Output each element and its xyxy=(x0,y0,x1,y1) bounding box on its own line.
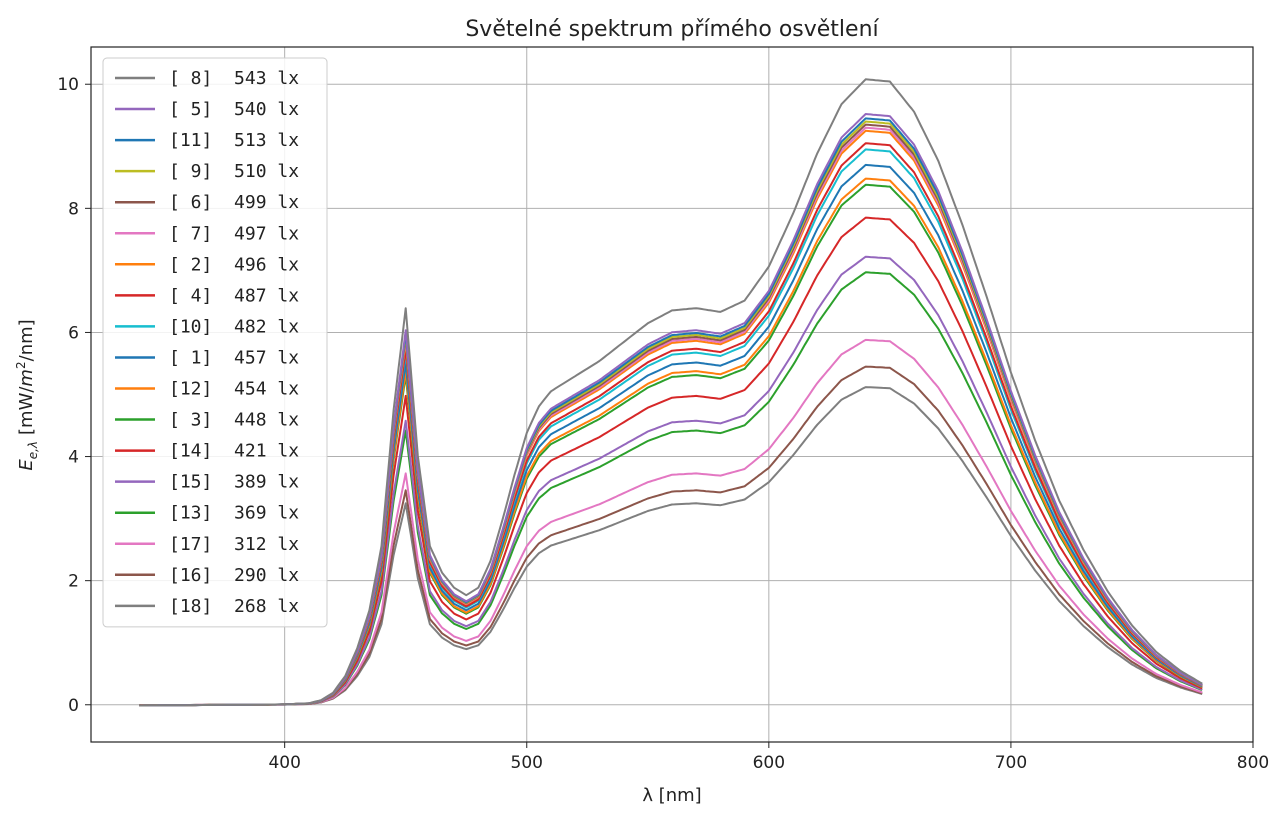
legend-item-label: [17] 312 lx xyxy=(169,534,299,555)
legend-item-label: [ 9] 510 lx xyxy=(169,161,299,182)
y-tick-label: 8 xyxy=(68,199,79,219)
legend-item-label: [12] 454 lx xyxy=(169,379,299,400)
y-axis-label-unit-end: /nm] xyxy=(16,319,37,361)
legend-item-label: [ 6] 499 lx xyxy=(169,192,299,213)
legend-item-label: [13] 369 lx xyxy=(169,503,299,524)
legend-item-label: [ 5] 540 lx xyxy=(169,99,299,120)
y-tick-label: 6 xyxy=(68,323,79,343)
legend-item-label: [ 7] 497 lx xyxy=(169,223,299,244)
legend-item-label: [ 2] 496 lx xyxy=(169,254,299,275)
y-axis-label-unit-start: [mW/ xyxy=(16,386,37,435)
y-axis-label-unit-m: m xyxy=(16,369,37,387)
plot-frame xyxy=(90,46,1254,743)
legend-item-label: [15] 389 lx xyxy=(169,472,299,493)
y-tick-label: 2 xyxy=(68,572,79,592)
x-axis-label: λ [nm] xyxy=(642,785,701,806)
legend: [ 8] 543 lx [ 5] 540 lx [11] 513 lx [ 9] 51… xyxy=(102,57,328,628)
legend-item-label: [11] 513 lx xyxy=(169,130,299,151)
legend-item-label: [18] 268 lx xyxy=(169,596,299,617)
legend-item-label: [10] 482 lx xyxy=(169,316,299,337)
legend-item-label: [ 3] 448 lx xyxy=(169,410,299,431)
chart-title: Světelné spektrum přímého osvětlení xyxy=(465,17,879,42)
y-axis-label-subscript: e,λ xyxy=(26,441,40,459)
series-line xyxy=(139,78,1203,707)
x-tick-label: 600 xyxy=(753,753,785,773)
y-tick-label: 10 xyxy=(57,75,79,95)
x-tick-label: 800 xyxy=(1237,753,1269,773)
y-axis-label-unit-exponent: 2 xyxy=(14,361,28,369)
legend-item-label: [ 1] 457 lx xyxy=(169,347,299,368)
legend-box xyxy=(102,57,328,628)
y-axis-label: Ee,λ [mW/m2/nm] xyxy=(14,319,40,470)
x-tick-label: 700 xyxy=(995,753,1027,773)
x-tick-label: 500 xyxy=(511,753,543,773)
legend-item-label: [ 8] 543 lx xyxy=(169,68,299,89)
legend-item-label: [16] 290 lx xyxy=(169,565,299,586)
axis-ticks: 400 500 600 700 800 0 2 4 6 8 10 xyxy=(57,75,1269,773)
y-tick-label: 0 xyxy=(68,696,79,716)
x-tick-label: 400 xyxy=(268,753,300,773)
y-axis-label-symbol: E xyxy=(16,459,37,471)
legend-item-label: [14] 421 lx xyxy=(169,441,299,462)
series-lines xyxy=(139,78,1203,707)
y-tick-label: 4 xyxy=(68,448,79,468)
legend-item-label: [ 4] 487 lx xyxy=(169,285,299,306)
